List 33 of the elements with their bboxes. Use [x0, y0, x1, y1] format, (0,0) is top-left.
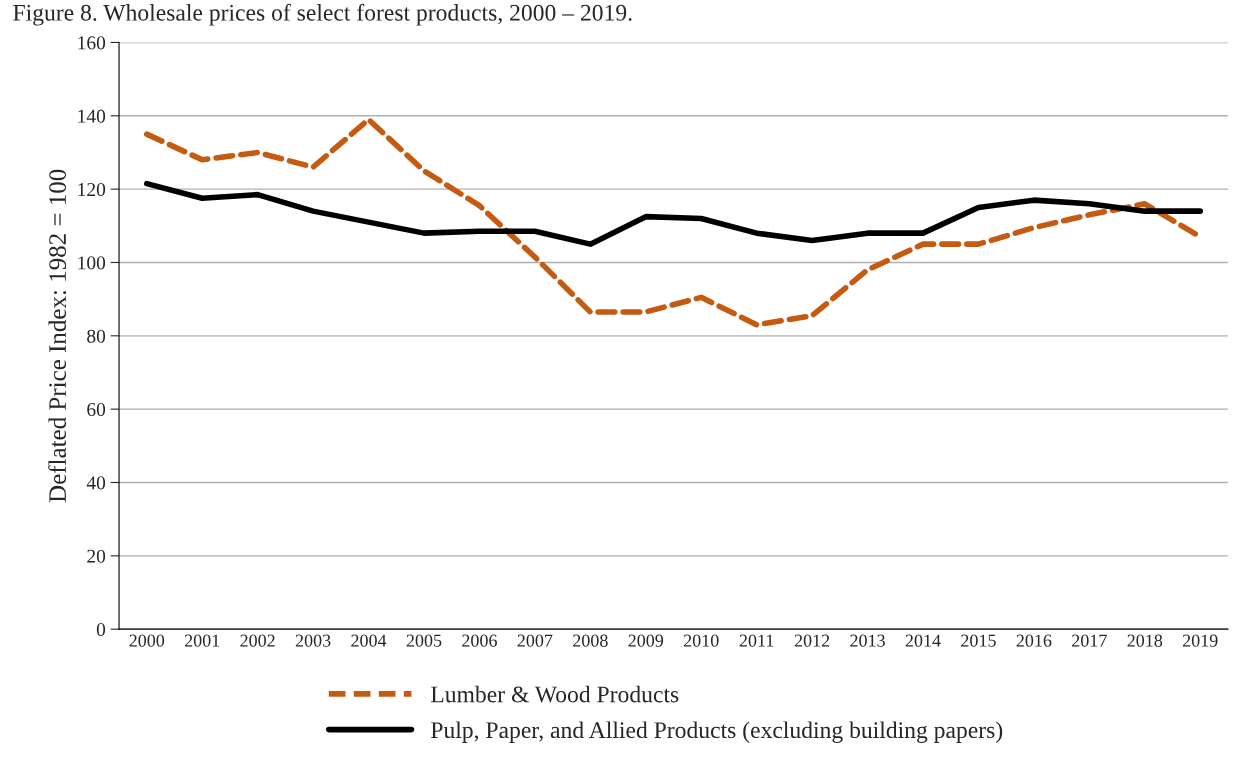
y-tick-label: 0 — [96, 623, 106, 637]
x-tick-label: 2018 — [1127, 634, 1163, 647]
x-tick-label: 2019 — [1182, 634, 1218, 647]
x-tick-label: 2014 — [905, 634, 941, 647]
x-tick-label: 2015 — [961, 634, 996, 647]
y-tick-label: 60 — [87, 402, 106, 417]
y-tick-label: 40 — [86, 476, 106, 490]
x-tick-label: 2005 — [406, 634, 442, 647]
y-tick-label: 100 — [78, 256, 106, 270]
y-tick-label: 160 — [78, 36, 106, 50]
x-tick-label: 2001 — [184, 634, 220, 647]
x-tick-label: 2007 — [517, 634, 553, 647]
legend-label: Lumber & Wood Products — [431, 685, 679, 703]
y-tick-label: 20 — [87, 549, 106, 563]
x-tick-label: 2011 — [739, 634, 774, 647]
x-tick-label: 2006 — [462, 634, 497, 647]
x-tick-label: 2009 — [628, 634, 664, 647]
x-tick-label: 2013 — [850, 634, 885, 647]
x-tick-label: 2017 — [1072, 634, 1107, 647]
legend-label: Pulp, Paper, and Allied Products (excluding building papers) — [431, 721, 1003, 743]
x-tick-label: 2010 — [683, 634, 719, 647]
x-tick-label: 2012 — [794, 634, 830, 647]
x-tick-label: 2002 — [240, 634, 275, 647]
x-tick-label: 2008 — [573, 634, 608, 647]
x-tick-label: 2000 — [129, 634, 165, 647]
x-tick-label: 2003 — [295, 634, 331, 647]
y-axis-title: Deflated Price Index: 1982 = 100 — [48, 169, 67, 503]
chart-title: Figure 8. Wholesale prices of select forest products, 2000 – 2019. — [13, 3, 632, 26]
y-tick-label: 120 — [78, 182, 106, 197]
x-tick-label: 2004 — [351, 634, 387, 647]
y-tick-label: 140 — [78, 109, 106, 123]
y-tick-label: 80 — [87, 329, 106, 343]
x-tick-label: 2016 — [1016, 634, 1052, 647]
